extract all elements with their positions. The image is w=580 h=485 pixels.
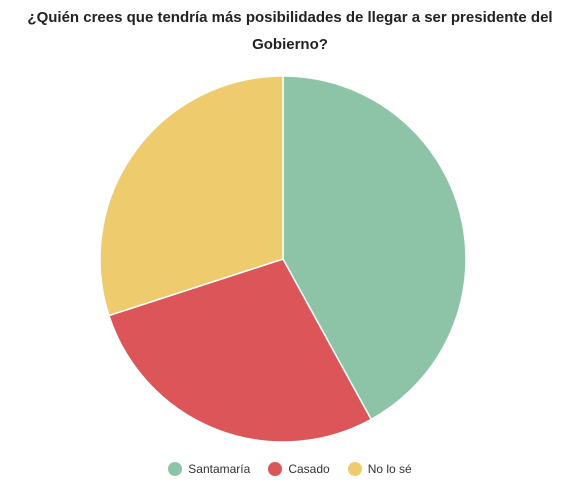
pie-slice-casado[interactable] bbox=[108, 258, 373, 443]
legend-label-no-lo-se: No lo sé bbox=[367, 462, 412, 476]
legend: Santamaría Casado No lo sé bbox=[0, 462, 580, 476]
legend-label-casado: Casado bbox=[288, 462, 330, 476]
legend-swatch-no-lo-se bbox=[347, 462, 362, 476]
legend-item-santamaria[interactable]: Santamaría bbox=[168, 462, 250, 476]
pie-slice-no-lo-se[interactable] bbox=[99, 75, 284, 317]
pie-slice-santamaria[interactable] bbox=[282, 75, 467, 421]
legend-item-no-lo-se[interactable]: No lo sé bbox=[347, 462, 412, 476]
legend-swatch-casado bbox=[268, 462, 283, 476]
legend-label-santamaria: Santamaría bbox=[188, 462, 251, 476]
legend-item-casado[interactable]: Casado bbox=[268, 462, 330, 476]
chart-title: ¿Quién crees que tendría más posibilidad… bbox=[27, 9, 553, 53]
legend-swatch-santamaria bbox=[168, 462, 183, 476]
